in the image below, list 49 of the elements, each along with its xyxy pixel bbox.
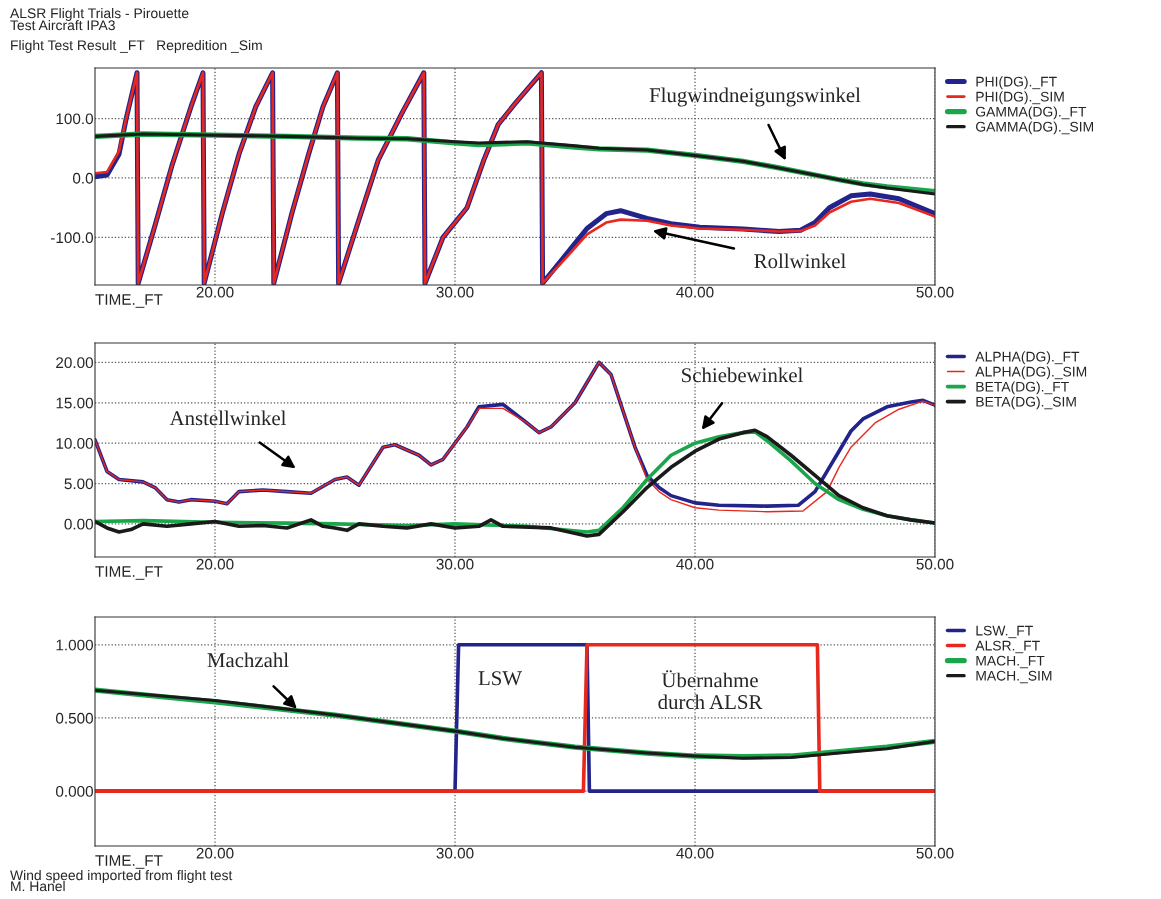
y-tick-label: 5.00 xyxy=(64,478,94,490)
x-tick-label: 40.00 xyxy=(676,847,714,859)
legend-label: BETA(DG)._SIM xyxy=(976,396,1076,410)
x-tick-label: 20.00 xyxy=(196,847,234,859)
y-tick-label: 0.500 xyxy=(55,712,94,724)
x-tick-label: 40.00 xyxy=(676,286,714,298)
x-tick-label: 40.00 xyxy=(676,558,714,570)
y-tick-label: 10.00 xyxy=(56,438,94,449)
x-tick-label: 50.00 xyxy=(916,286,954,298)
y-tick-label: 0.0 xyxy=(72,172,94,184)
annotation: Übernahme durch ALSR xyxy=(658,670,763,710)
x-tick-label: 20.00 xyxy=(196,558,234,570)
legend-label: BETA(DG)._FT xyxy=(976,381,1069,395)
annotation: Rollwinkel xyxy=(754,253,846,269)
annotation: LSW xyxy=(478,671,522,686)
text: Flight Test Result _FT Repredition _Sim xyxy=(11,40,262,53)
x-tick-label: 30.00 xyxy=(436,558,474,570)
legend-label: ALPHA(DG)._FT xyxy=(975,351,1080,365)
text: M. Hanel xyxy=(11,881,65,892)
annotation: Schiebewinkel xyxy=(682,367,803,383)
y-tick-label: 0.000 xyxy=(55,786,94,797)
x-tick-label: 30.00 xyxy=(436,847,474,859)
annotation: Anstellwinkel xyxy=(169,410,287,426)
legend-label: MACH._SIM xyxy=(976,670,1052,684)
x-tick-label: 50.00 xyxy=(916,558,954,570)
legend-label: PHI(DG)._SIM xyxy=(976,91,1064,105)
legend-label: LSW._FT xyxy=(976,625,1033,639)
y-tick-label: -100.0 xyxy=(50,232,94,244)
x-axis-title: TIME._FT xyxy=(95,566,163,580)
annotation: Flugwindneigungswinkel xyxy=(649,87,861,107)
y-tick-label: 20.00 xyxy=(56,357,94,369)
chart-title: ALSR Flight Trials - Pirouette xyxy=(10,8,189,21)
x-tick-label: 50.00 xyxy=(916,847,954,859)
x-tick-label: 30.00 xyxy=(436,286,474,298)
legend-label: ALPHA(DG)._SIM xyxy=(975,366,1087,380)
y-tick-label: 100.0 xyxy=(56,113,94,125)
x-tick-label: 20.00 xyxy=(196,286,234,298)
y-tick-label: 0.00 xyxy=(64,518,94,530)
annotation: Machzahl xyxy=(207,652,289,668)
x-axis-title: TIME._FT xyxy=(95,855,163,869)
legend-label: MACH._FT xyxy=(976,655,1045,669)
y-tick-label: 1.000 xyxy=(56,639,94,651)
legend-label: ALSR._FT xyxy=(975,640,1040,654)
legend-label: GAMMA(DG)._FT xyxy=(976,106,1087,120)
x-axis-title: TIME._FT xyxy=(95,294,163,308)
y-tick-label: 15.00 xyxy=(56,397,94,409)
legend-label: PHI(DG)._FT xyxy=(976,76,1057,90)
legend-label: GAMMA(DG)._SIM xyxy=(976,121,1093,135)
chart-subtitle: Test Aircraft IPA3 xyxy=(10,20,115,31)
